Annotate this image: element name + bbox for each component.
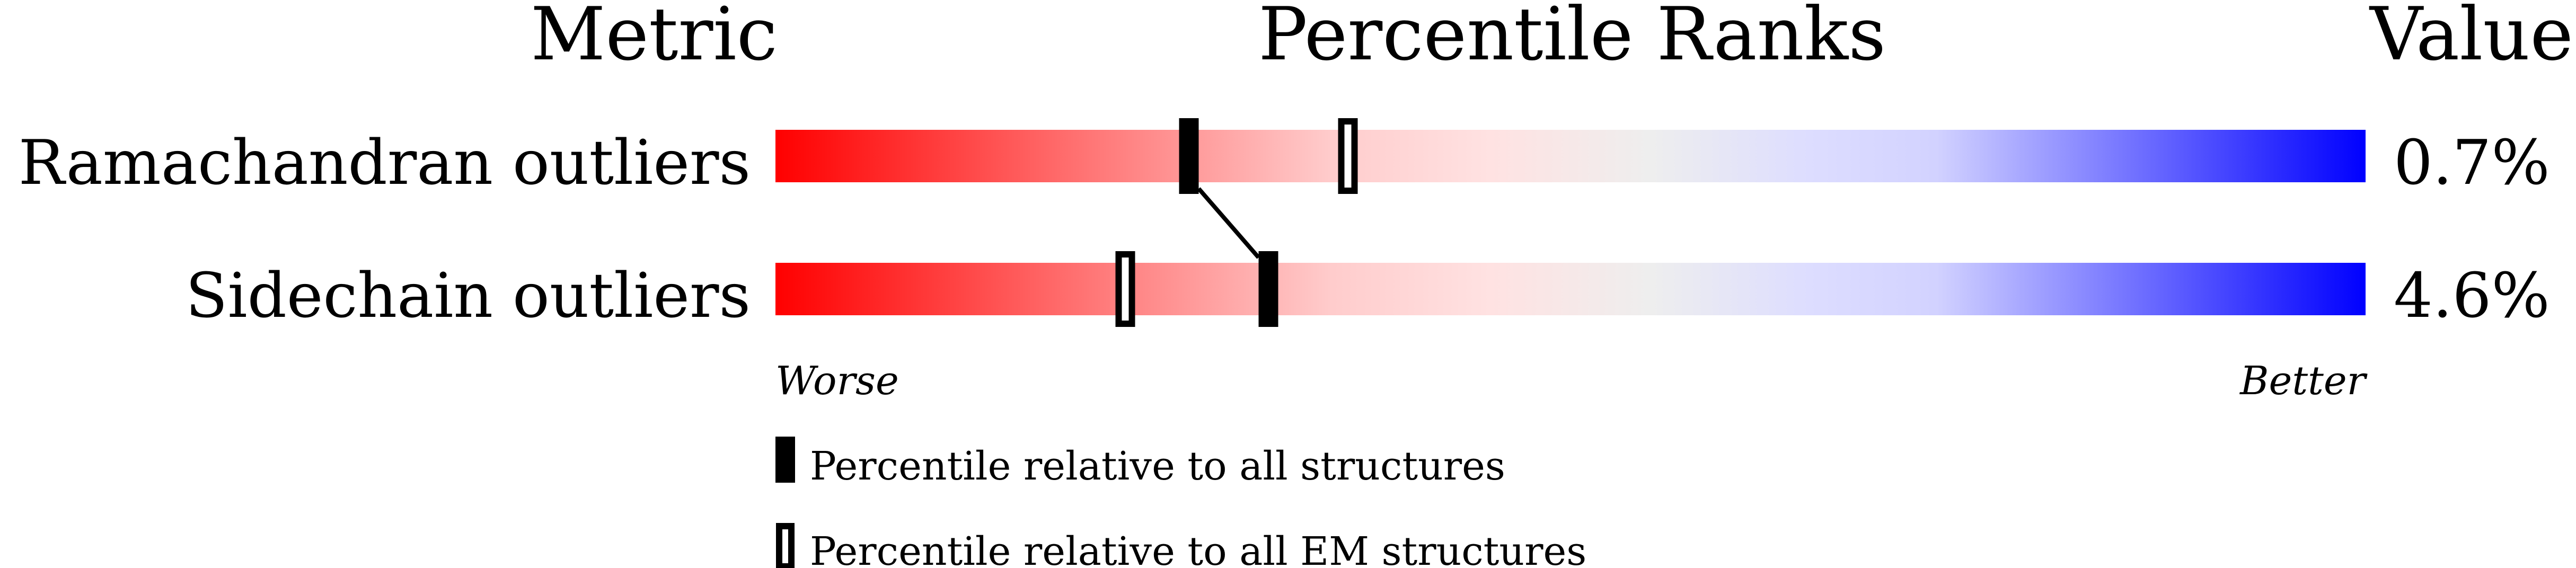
all-percentile-marker — [1258, 251, 1278, 327]
percentile-bar — [775, 263, 2366, 315]
all-percentile-marker — [1179, 118, 1199, 194]
better-label: Better — [2239, 358, 2368, 404]
em-percentile-marker — [1338, 118, 1358, 194]
legend-em-structures: Percentile relative to all EM structures — [810, 529, 1586, 568]
percentile-bar — [775, 130, 2366, 182]
connector-line — [1197, 187, 1260, 259]
metric-value: 4.6% — [2394, 260, 2550, 332]
worse-label: Worse — [775, 358, 899, 404]
metric-label: Ramachandran outliers — [19, 127, 751, 199]
legend-all-structures: Percentile relative to all structures — [810, 443, 1505, 489]
metric-header: Metric — [531, 0, 778, 77]
legend-filled-marker — [775, 437, 795, 483]
percentile-ranks-header: Percentile Ranks — [1258, 0, 1886, 77]
metric-label: Sidechain outliers — [186, 260, 751, 332]
legend-hollow-marker — [776, 523, 795, 568]
metric-value: 0.7% — [2394, 127, 2550, 199]
em-percentile-marker — [1115, 251, 1135, 327]
value-header: Value — [2369, 0, 2573, 77]
